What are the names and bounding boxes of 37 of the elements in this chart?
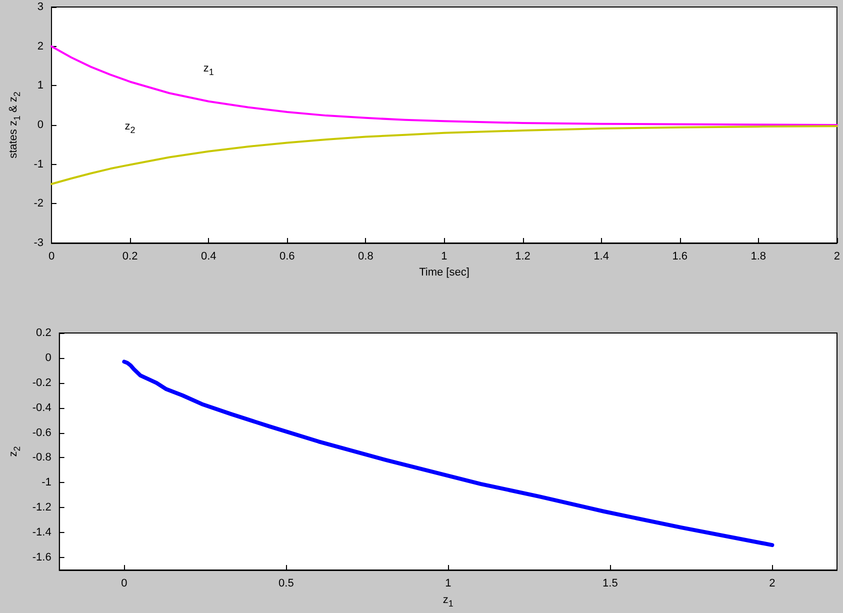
y-tick-label: -3 <box>34 237 44 249</box>
y-tick-label: -1.6 <box>32 552 52 564</box>
y-tick-label: -1 <box>34 158 44 170</box>
line-series <box>122 360 774 548</box>
x-tick-label: 1 <box>445 578 452 590</box>
x-tick-label: 0.2 <box>122 250 138 262</box>
y-tick-label: -0.4 <box>32 402 52 414</box>
x-tick-label: 0.6 <box>279 250 295 262</box>
x-tick-label: 1.8 <box>750 250 766 262</box>
y-tick-label: -2 <box>34 198 44 210</box>
y-tick-label: 2 <box>37 40 44 52</box>
y-tick-label: 1 <box>37 80 44 92</box>
y-tick-label: 0 <box>37 119 44 131</box>
y-tick-label: 0 <box>45 352 52 364</box>
x-tick-label: 2 <box>769 578 776 590</box>
x-tick-label: 1.5 <box>602 578 618 590</box>
y-tick-label: -0.8 <box>32 452 52 464</box>
x-axis-title: Time [sec] <box>419 266 470 278</box>
y-tick-label: -1 <box>42 476 52 489</box>
y-tick-label: -1.4 <box>32 526 52 539</box>
y-tick-label: -0.2 <box>32 376 52 389</box>
x-tick-label: 0.5 <box>278 578 294 590</box>
x-tick-label: 1 <box>441 250 448 262</box>
x-tick-label: 0 <box>121 578 128 590</box>
x-tick-label: 1.6 <box>672 250 688 262</box>
y-axis-title: z2 <box>8 446 22 457</box>
x-tick-label: 0.4 <box>200 250 216 262</box>
line-series <box>50 125 838 185</box>
y-tick-label: -1.2 <box>32 502 52 514</box>
y-tick-label: 0.2 <box>36 327 52 339</box>
x-tick-label: 2 <box>834 250 840 262</box>
y-tick-label: -0.6 <box>32 426 52 439</box>
y-tick-label: 3 <box>37 1 44 13</box>
x-tick-label: 0.8 <box>358 250 374 262</box>
x-tick-label: 1.2 <box>515 250 530 262</box>
y-axis-title: states z1 & z2 <box>8 92 22 158</box>
x-tick-label: 1.4 <box>594 250 609 262</box>
